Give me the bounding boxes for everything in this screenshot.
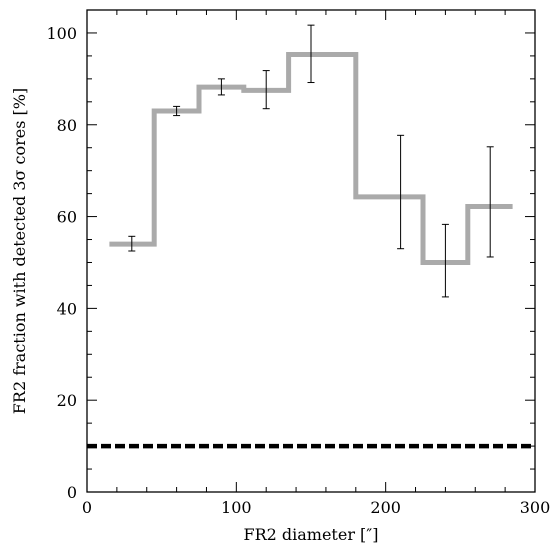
minor-ticks (87, 9, 535, 492)
tick-labels: 0 100 200 300 0 20 40 60 80 100 (46, 24, 550, 517)
y-tick-label: 0 (67, 483, 77, 502)
x-tick-label: 300 (520, 498, 551, 517)
y-axis-label: FR2 fraction with detected 3σ cores [%] (10, 88, 29, 414)
y-tick-label: 80 (57, 116, 77, 135)
y-tick-label: 40 (57, 299, 77, 318)
y-tick-label: 60 (57, 208, 77, 227)
x-tick-label: 200 (370, 498, 401, 517)
error-bar-layer (128, 24, 494, 298)
plot-frame (86, 9, 536, 493)
x-tick-label: 100 (221, 498, 252, 517)
histogram-layer (109, 52, 513, 265)
histogram-step-line (109, 52, 513, 265)
y-tick-label: 100 (46, 24, 77, 43)
x-tick-label: 0 (82, 498, 92, 517)
y-tick-label: 20 (57, 391, 77, 410)
x-axis-label: FR2 diameter [″] (243, 525, 378, 544)
